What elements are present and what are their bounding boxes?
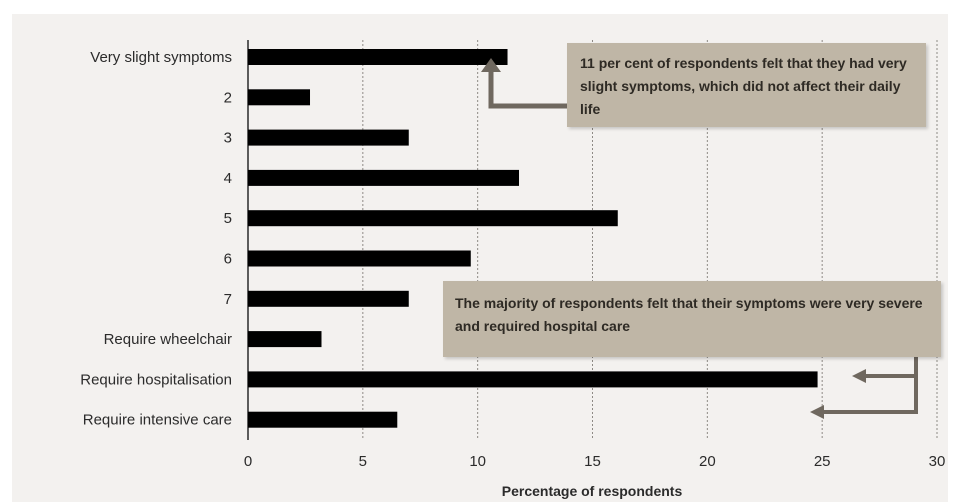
bar: [248, 290, 409, 307]
category-label: 4: [224, 170, 232, 187]
bar: [248, 89, 311, 106]
bar: [248, 371, 818, 388]
annotation-text-1: 11 per cent of respondents felt that the…: [580, 55, 907, 117]
bar: [248, 169, 520, 186]
annotation-arrow-1: [488, 72, 570, 109]
category-label: 7: [224, 291, 232, 308]
annotation-arrow-3-head: [810, 405, 824, 419]
x-tick-label: 30: [929, 453, 946, 470]
x-axis-title: Percentage of respondents: [502, 483, 683, 499]
annotation-arrow-1-head: [481, 58, 501, 72]
category-label: 6: [224, 251, 232, 268]
bar: [248, 331, 322, 348]
x-tick-label: 15: [584, 453, 601, 470]
annotation-text-2: The majority of respondents felt that th…: [455, 295, 923, 334]
x-tick-label: 0: [244, 453, 252, 470]
x-tick-label: 20: [699, 453, 716, 470]
x-tick-label: 25: [814, 453, 831, 470]
category-label: Very slight symptoms: [90, 49, 232, 66]
category-label: Require wheelchair: [104, 331, 232, 348]
bar: [248, 210, 618, 227]
bar: [248, 250, 471, 267]
annotation-arrow-2-head: [852, 369, 866, 383]
annotation-box-2: The majority of respondents felt that th…: [443, 281, 941, 357]
annotation-bracket: [824, 356, 918, 414]
bar: [248, 49, 508, 65]
category-label: 5: [224, 210, 232, 227]
category-label: 2: [224, 89, 232, 106]
bar: [248, 129, 409, 146]
x-tick-label: 5: [359, 453, 367, 470]
x-tick-label: 10: [469, 453, 486, 470]
annotation-box-1: 11 per cent of respondents felt that the…: [567, 43, 926, 127]
category-label: 3: [224, 130, 232, 147]
category-label: Require intensive care: [83, 412, 232, 429]
category-label: Require hospitalisation: [80, 371, 232, 388]
bar: [248, 411, 398, 428]
